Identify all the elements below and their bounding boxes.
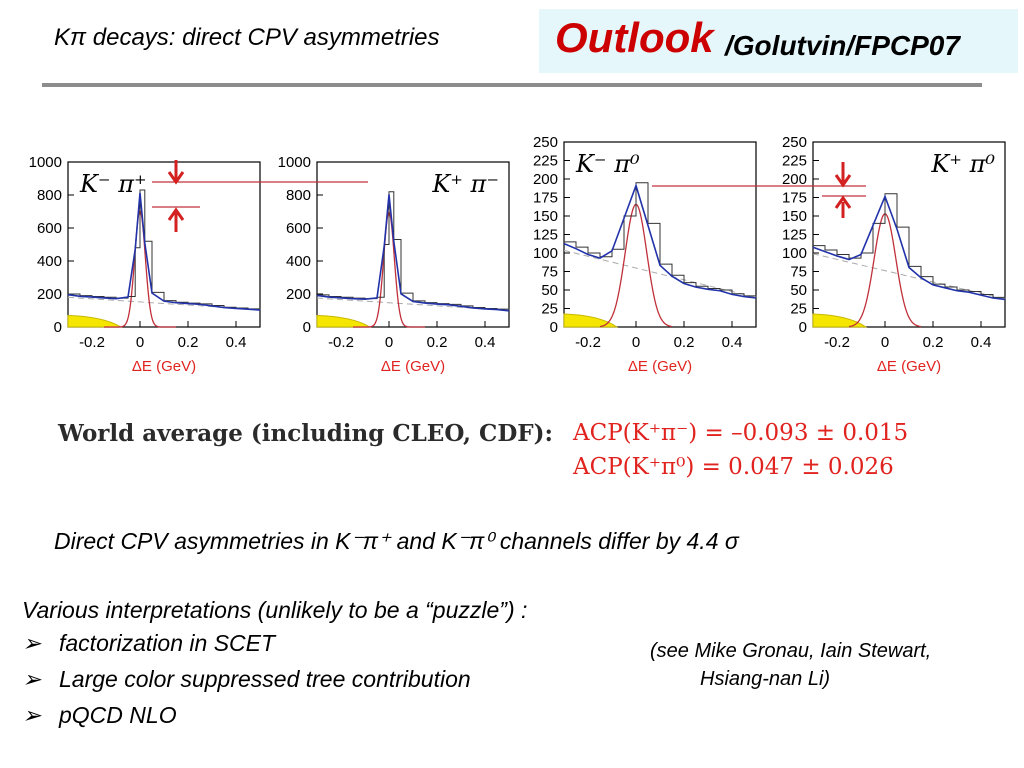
y-tick-label: 75 [790, 264, 807, 281]
y-tick-label: 0 [54, 319, 62, 336]
total-fit-curve [812, 194, 1006, 301]
data-histogram [68, 189, 261, 310]
arrow-bullet-icon: ➢ [22, 702, 42, 728]
bullet-item: ➢ pQCD NLO [22, 702, 177, 729]
x-axis-label: ΔE (GeV) [132, 358, 196, 375]
x-axis-label: ΔE (GeV) [381, 358, 445, 375]
yellow-background-component [316, 314, 372, 328]
y-tick-label: 600 [286, 220, 311, 237]
total-fit-curve [563, 183, 757, 299]
data-histogram [564, 182, 757, 298]
interpretations-heading: Various interpretations (unlikely to be … [22, 597, 528, 623]
x-tick-label: 0.4 [722, 334, 743, 351]
header-divider [42, 83, 982, 87]
x-tick-label: 0 [385, 334, 393, 351]
y-tick-label: 800 [286, 187, 311, 204]
slide-subtitle: Kπ decays: direct CPV asymmetries [54, 24, 440, 51]
y-tick-label: 1000 [278, 154, 311, 171]
panel-label: K⁺ π⁻ [431, 170, 499, 198]
cpv-statement: Direct CPV asymmetries in K⁻π⁺ and K⁻π⁰ … [54, 528, 739, 554]
bullet-text: factorization in SCET [59, 630, 276, 656]
x-tick-label: 0 [881, 334, 889, 351]
x-tick-label: 0.4 [226, 334, 247, 351]
y-tick-label: 250 [782, 134, 807, 151]
title-outlook: Outlook [555, 14, 714, 61]
x-tick-label: 0.4 [475, 334, 496, 351]
arrow-bullet-icon: ➢ [22, 630, 42, 656]
x-tick-label: -0.2 [79, 334, 105, 351]
x-axis-label: ΔE (GeV) [877, 358, 941, 375]
bullet-item: ➢ factorization in SCET [22, 630, 275, 657]
y-tick-label: 0 [799, 319, 807, 336]
y-tick-label: 0 [550, 319, 558, 336]
yellow-background-component [812, 313, 868, 328]
world-average-label: World average (including CLEO, CDF): [58, 420, 553, 447]
down-arrow-icon [834, 162, 852, 188]
down-arrow-icon [167, 160, 185, 185]
total-fit-curve [316, 194, 510, 312]
yellow-background-component [563, 313, 619, 328]
y-tick-label: 175 [782, 190, 807, 207]
y-tick-label: 25 [790, 301, 807, 318]
bullet-text: pQCD NLO [59, 702, 177, 728]
x-tick-label: 0.2 [427, 334, 448, 351]
x-tick-label: 0.2 [674, 334, 695, 351]
y-tick-label: 100 [782, 245, 807, 262]
reference-note-line2: Hsiang-nan Li) [700, 668, 831, 690]
y-tick-label: 125 [533, 227, 558, 244]
title-box: Outlook /Golutvin/FPCP07 [539, 9, 1018, 73]
y-tick-label: 200 [286, 286, 311, 303]
up-arrow-icon [834, 195, 852, 218]
y-tick-label: 250 [533, 134, 558, 151]
y-tick-label: 125 [782, 227, 807, 244]
x-tick-label: -0.2 [328, 334, 354, 351]
y-tick-label: 225 [782, 153, 807, 170]
acp-k-plus-pi-minus: ACP(K⁺π⁻) = –0.093 ± 0.015 [573, 420, 909, 446]
x-tick-label: 0.2 [923, 334, 944, 351]
x-axis-label: ΔE (GeV) [628, 358, 692, 375]
y-tick-label: 75 [541, 264, 558, 281]
up-arrow-icon [167, 207, 185, 232]
y-tick-label: 800 [37, 187, 62, 204]
data-histogram [317, 191, 510, 311]
x-tick-label: 0.4 [971, 334, 992, 351]
title-author-conference: /Golutvin/FPCP07 [725, 30, 960, 61]
bullet-text: Large color suppressed tree contribution [59, 666, 471, 692]
y-tick-label: 1000 [29, 154, 62, 171]
y-tick-label: 150 [533, 208, 558, 225]
x-tick-label: -0.2 [575, 334, 601, 351]
y-tick-label: 200 [782, 171, 807, 188]
y-tick-label: 600 [37, 220, 62, 237]
y-tick-label: 400 [286, 253, 311, 270]
y-tick-label: 50 [790, 282, 807, 299]
y-tick-label: 175 [533, 190, 558, 207]
bullet-item: ➢ Large color suppressed tree contributio… [22, 666, 471, 693]
x-tick-label: -0.2 [824, 334, 850, 351]
reference-note-line1: (see Mike Gronau, Iain Stewart, [650, 640, 932, 662]
y-tick-label: 50 [541, 282, 558, 299]
arrow-bullet-icon: ➢ [22, 666, 42, 692]
x-tick-label: 0 [632, 334, 640, 351]
yellow-background-component [67, 314, 123, 328]
panel-label: K⁻ π⁰ [575, 150, 640, 178]
y-tick-label: 0 [303, 319, 311, 336]
y-tick-label: 100 [533, 245, 558, 262]
y-tick-label: 225 [533, 153, 558, 170]
acp-k-plus-pi-zero: ACP(K⁺π⁰) = 0.047 ± 0.026 [573, 454, 894, 480]
x-tick-label: 0 [136, 334, 144, 351]
x-tick-label: 0.2 [178, 334, 199, 351]
y-tick-label: 400 [37, 253, 62, 270]
total-fit-curve [67, 192, 261, 311]
y-tick-label: 200 [533, 171, 558, 188]
panel-label: K⁻ π⁺ [79, 170, 147, 198]
panel-label: K⁺ π⁰ [930, 150, 995, 178]
y-tick-label: 25 [541, 301, 558, 318]
y-tick-label: 200 [37, 286, 62, 303]
y-tick-label: 150 [782, 208, 807, 225]
